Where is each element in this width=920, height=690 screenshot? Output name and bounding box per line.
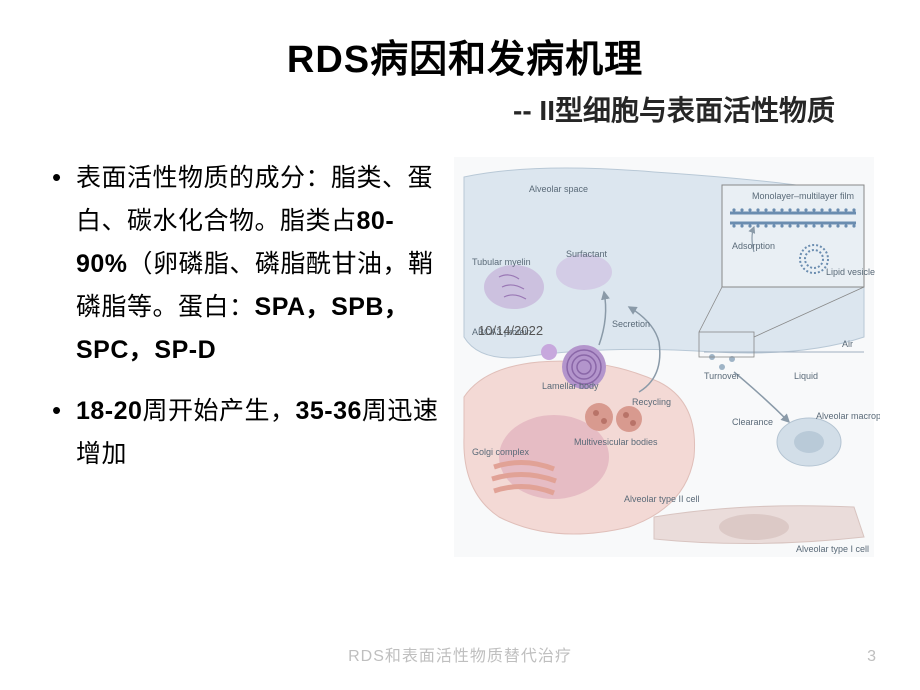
bullet-dot-icon: • xyxy=(50,157,76,197)
footer-text: RDS和表面活性物质替代治疗 xyxy=(348,642,572,666)
date-overlay: 10/14/2022 xyxy=(478,323,543,338)
page-number: 3 xyxy=(867,648,876,666)
lbl-monolayer: Monolayer–multilayer film xyxy=(752,191,854,201)
lbl-mvbodies: Multivesicular bodies xyxy=(574,437,658,447)
lbl-secretion: Secretion xyxy=(612,319,650,329)
lbl-liquid: Liquid xyxy=(794,371,818,381)
lbl-tubular: Tubular myelin xyxy=(472,257,531,267)
bullet-1: • 表面活性物质的成分：脂类、蛋白、碳水化合物。脂类占80-90%（卵磷脂、磷脂… xyxy=(50,157,440,372)
slide-title: RDS病因和发病机理 xyxy=(50,28,880,83)
bullet-1-text: 表面活性物质的成分：脂类、蛋白、碳水化合物。脂类占80-90%（卵磷脂、磷脂酰甘… xyxy=(76,157,440,372)
lbl-surfactant: Surfactant xyxy=(566,249,608,259)
lbl-lamellar: Lamellar body xyxy=(542,381,599,391)
diagram-svg: Alveolar space Monolayer–multilayer film… xyxy=(448,157,880,557)
abca3-spot xyxy=(541,344,557,360)
lbl-turnover: Turnover xyxy=(704,371,740,381)
lbl-recycling: Recycling xyxy=(632,397,671,407)
bullet-dot-icon: • xyxy=(50,390,76,430)
bullet-2-w2: 35-36 xyxy=(295,397,361,425)
lbl-alveolar-space: Alveolar space xyxy=(529,184,588,194)
lbl-golgi: Golgi complex xyxy=(472,447,530,457)
tubular-myelin-shape xyxy=(484,265,544,309)
lbl-type1: Alveolar type I cell xyxy=(796,544,869,554)
bullet-2-text: 18-20周开始产生，35-36周迅速增加 xyxy=(76,390,440,476)
lbl-air: Air xyxy=(842,339,853,349)
body-row: • 表面活性物质的成分：脂类、蛋白、碳水化合物。脂类占80-90%（卵磷脂、磷脂… xyxy=(50,157,880,557)
surfactant-shape xyxy=(556,254,612,290)
footer: RDS和表面活性物质替代治疗 xyxy=(0,642,920,666)
lbl-adsorption: Adsorption xyxy=(732,241,775,251)
bullet-2-w1: 18-20 xyxy=(76,397,142,425)
bullet-2-m1: 周开始产生， xyxy=(142,397,295,425)
lbl-lipid-vesicle: Lipid vesicle xyxy=(826,267,875,277)
type1-nucleus xyxy=(719,514,789,540)
macrophage-nucleus xyxy=(794,431,824,453)
slide: RDS病因和发病机理 -- II型细胞与表面活性物质 • 表面活性物质的成分：脂… xyxy=(0,0,920,690)
lbl-type2: Alveolar type II cell xyxy=(624,494,700,504)
lbl-clearance: Clearance xyxy=(732,417,773,427)
cell-diagram: 10/14/2022 xyxy=(448,157,880,557)
slide-subtitle: -- II型细胞与表面活性物质 xyxy=(50,89,880,129)
bullet-2: • 18-20周开始产生，35-36周迅速增加 xyxy=(50,390,440,476)
text-column: • 表面活性物质的成分：脂类、蛋白、碳水化合物。脂类占80-90%（卵磷脂、磷脂… xyxy=(50,157,440,494)
lbl-macrophage: Alveolar macrophage xyxy=(816,411,880,421)
